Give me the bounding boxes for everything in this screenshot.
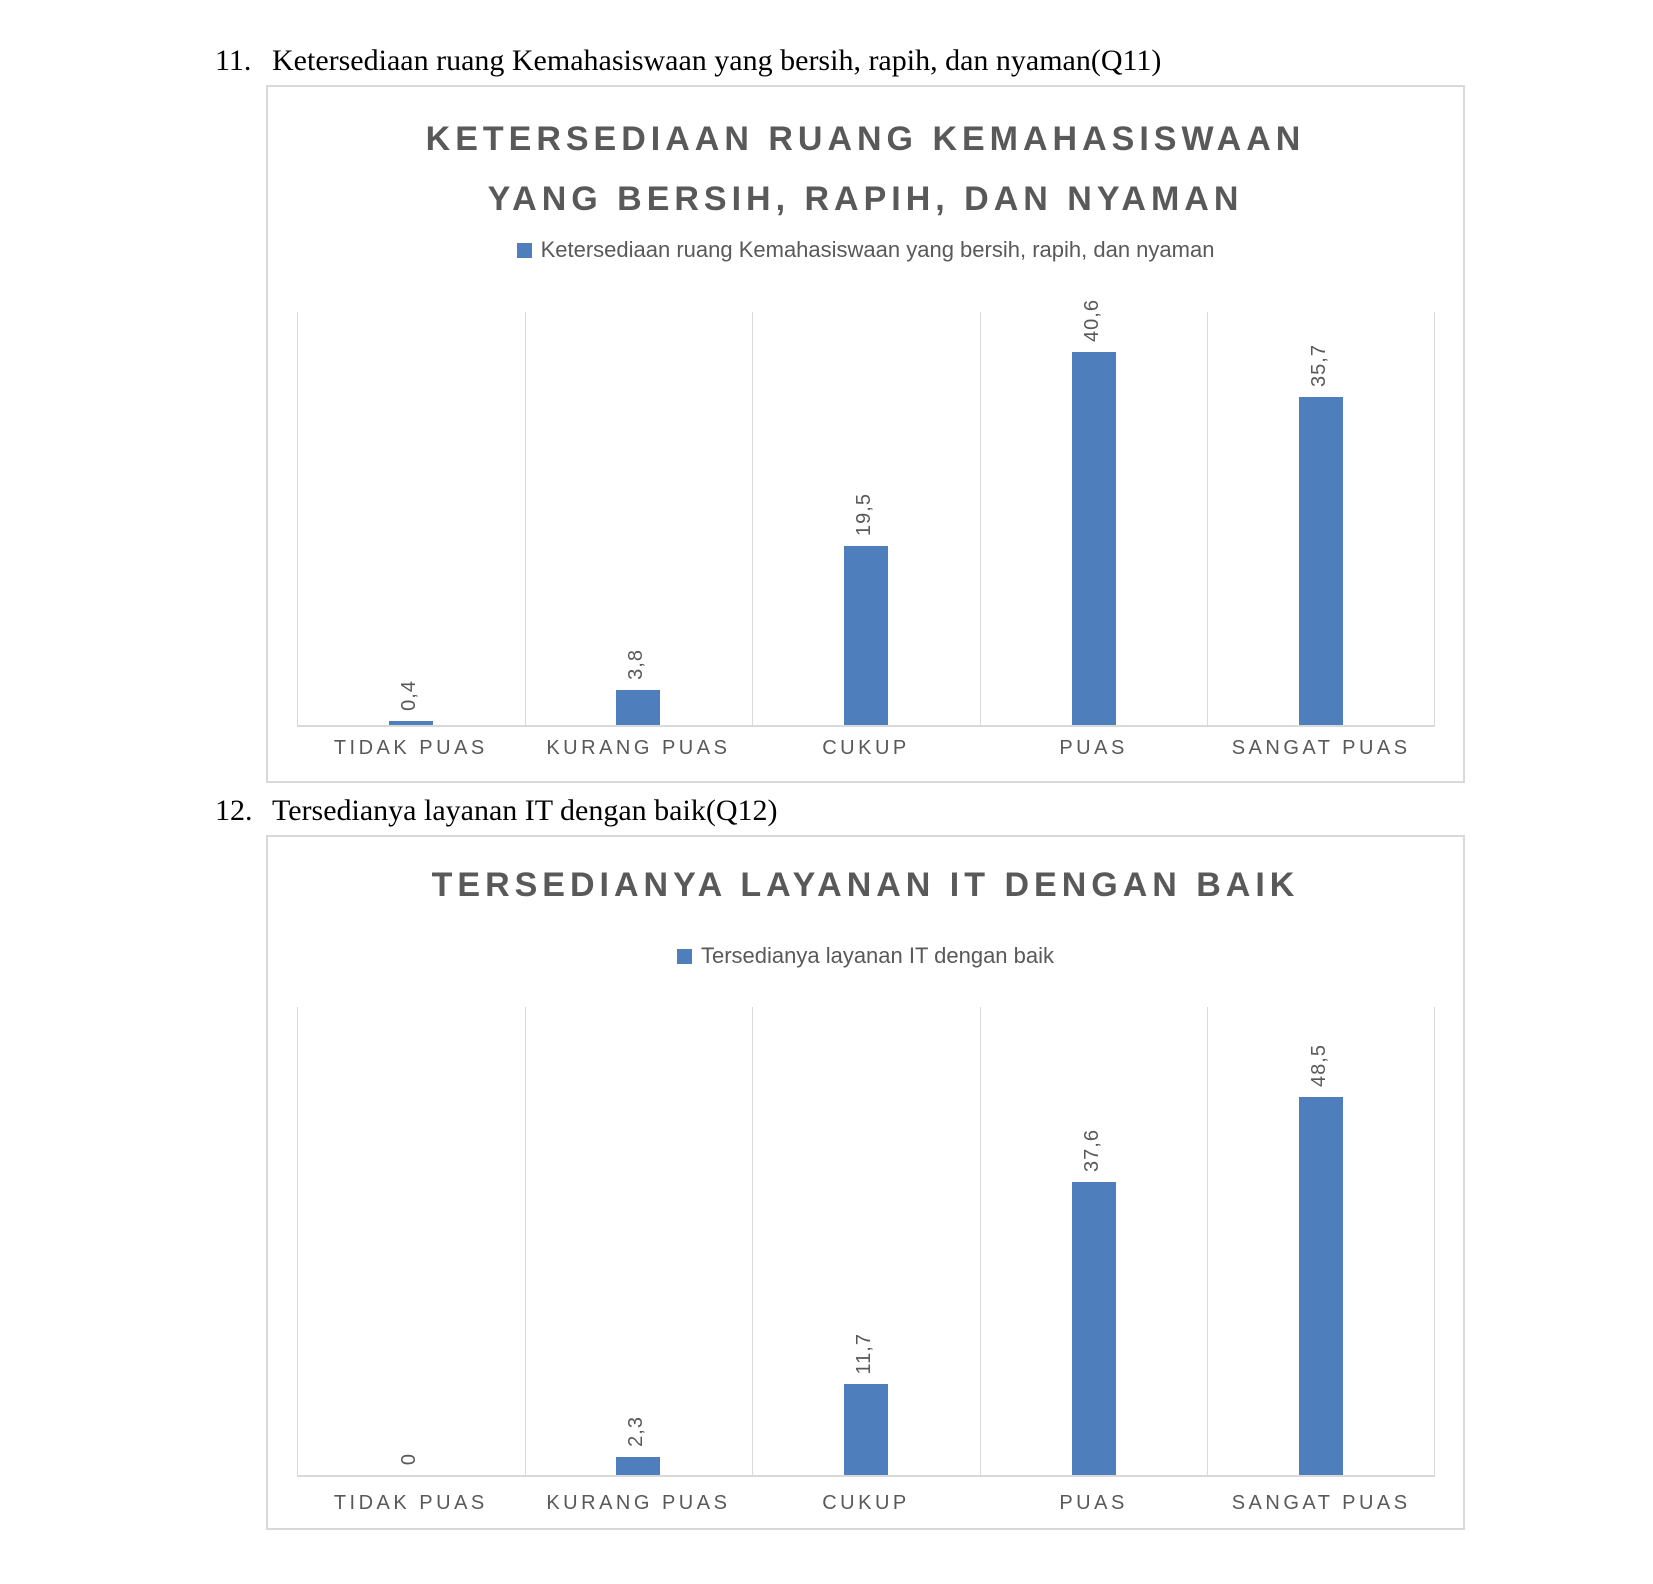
gridline bbox=[979, 1007, 981, 1475]
bar-puas bbox=[1071, 1182, 1116, 1475]
gridline bbox=[524, 312, 526, 725]
plot-column: 0,4 bbox=[297, 312, 525, 725]
bar-value-label: 40,6 bbox=[1080, 299, 1103, 342]
chart-q11: KETERSEDIAAN RUANG KEMAHASISWAAN YANG BE… bbox=[266, 85, 1465, 783]
gridline bbox=[979, 312, 981, 725]
heading-text: Tersedianya layanan IT dengan baik(Q12) bbox=[272, 794, 778, 827]
legend-label: Tersedianya layanan IT dengan baik bbox=[700, 943, 1055, 968]
plot-column: 2,3 bbox=[525, 1007, 753, 1475]
bar-tidak-puas bbox=[388, 721, 433, 725]
plot-column: 0 bbox=[297, 1007, 525, 1475]
bar-value-label: 19,5 bbox=[852, 493, 875, 536]
bar-puas bbox=[1071, 352, 1116, 725]
bar-sangat-puas bbox=[1299, 1097, 1344, 1475]
plot-column: 35,7 bbox=[1207, 312, 1435, 725]
plot-column: 19,5 bbox=[752, 312, 980, 725]
gridline bbox=[752, 1007, 754, 1475]
category-label: CUKUP bbox=[822, 737, 910, 759]
bar-value-label: 11,7 bbox=[852, 1332, 875, 1374]
category-label: TIDAK PUAS bbox=[333, 1492, 488, 1514]
bar-cukup bbox=[843, 1384, 888, 1475]
category-label: SANGAT PUAS bbox=[1231, 1492, 1411, 1514]
gridline bbox=[1207, 312, 1209, 725]
category-label: CUKUP bbox=[822, 1492, 910, 1514]
chart-title: TERSEDIANYA LAYANAN IT DENGAN BAIK bbox=[431, 866, 1300, 904]
chart-q12: TERSEDIANYA LAYANAN IT DENGAN BAIK Terse… bbox=[266, 835, 1465, 1530]
legend-swatch bbox=[516, 242, 532, 258]
category-label: KURANG PUAS bbox=[546, 1492, 731, 1514]
gridline bbox=[1434, 312, 1435, 725]
list-number: 11. bbox=[215, 44, 252, 77]
gridline bbox=[752, 312, 754, 725]
list-number: 12. bbox=[215, 794, 253, 827]
bar-value-label: 37,6 bbox=[1080, 1129, 1103, 1172]
bar-cukup bbox=[843, 546, 888, 725]
category-label: PUAS bbox=[1059, 1492, 1128, 1514]
plot-column: 37,6 bbox=[980, 1007, 1208, 1475]
plot-column: 48,5 bbox=[1207, 1007, 1435, 1475]
list-item-heading-q11: 11. Ketersediaan ruang Kemahasiswaan yan… bbox=[215, 44, 1161, 78]
chart-legend: Tersedianya layanan IT dengan baik bbox=[268, 943, 1463, 969]
bar-value-label: 0,4 bbox=[397, 680, 420, 711]
plot-column: 3,8 bbox=[525, 312, 753, 725]
chart-legend: Ketersediaan ruang Kemahasiswaan yang be… bbox=[268, 237, 1463, 263]
category-label: PUAS bbox=[1059, 737, 1128, 759]
gridline bbox=[297, 1007, 298, 1475]
chart-title: KETERSEDIAAN RUANG KEMAHASISWAAN YANG BE… bbox=[425, 120, 1306, 218]
plot-area: 0,4 3,8 19,5 40,6 35,7 bbox=[297, 299, 1435, 727]
bar-value-label: 0 bbox=[397, 1452, 420, 1465]
gridline bbox=[1434, 1007, 1435, 1475]
bar-value-label: 35,7 bbox=[1308, 344, 1331, 387]
bar-kurang-puas bbox=[616, 1457, 661, 1475]
category-axis: TIDAK PUAS KURANG PUAS CUKUP PUAS SANGAT PUA… bbox=[297, 737, 1435, 760]
gridline bbox=[1207, 1007, 1209, 1475]
bar-sangat-puas bbox=[1299, 397, 1344, 725]
legend-label: Ketersediaan ruang Kemahasiswaan yang be… bbox=[540, 237, 1215, 262]
plot-area: 0 2,3 11,7 37,6 48,5 bbox=[297, 1007, 1435, 1477]
legend-swatch bbox=[676, 948, 692, 964]
bar-value-label: 2,3 bbox=[625, 1416, 648, 1447]
category-label: KURANG PUAS bbox=[546, 737, 731, 759]
plot-column: 11,7 bbox=[752, 1007, 980, 1475]
gridline bbox=[297, 312, 298, 725]
gridline bbox=[524, 1007, 526, 1475]
category-label: SANGAT PUAS bbox=[1231, 737, 1411, 759]
list-item-heading-q12: 12. Tersedianya layanan IT dengan baik(Q… bbox=[215, 794, 777, 828]
bar-value-label: 3,8 bbox=[625, 649, 648, 680]
bar-kurang-puas bbox=[616, 690, 661, 725]
bar-value-label: 48,5 bbox=[1308, 1044, 1331, 1087]
category-axis: TIDAK PUAS KURANG PUAS CUKUP PUAS SANGAT PUA… bbox=[297, 1492, 1435, 1515]
plot-column: 40,6 bbox=[980, 299, 1208, 725]
heading-text: Ketersediaan ruang Kemahasiswaan yang be… bbox=[272, 44, 1162, 77]
category-label: TIDAK PUAS bbox=[333, 737, 488, 759]
